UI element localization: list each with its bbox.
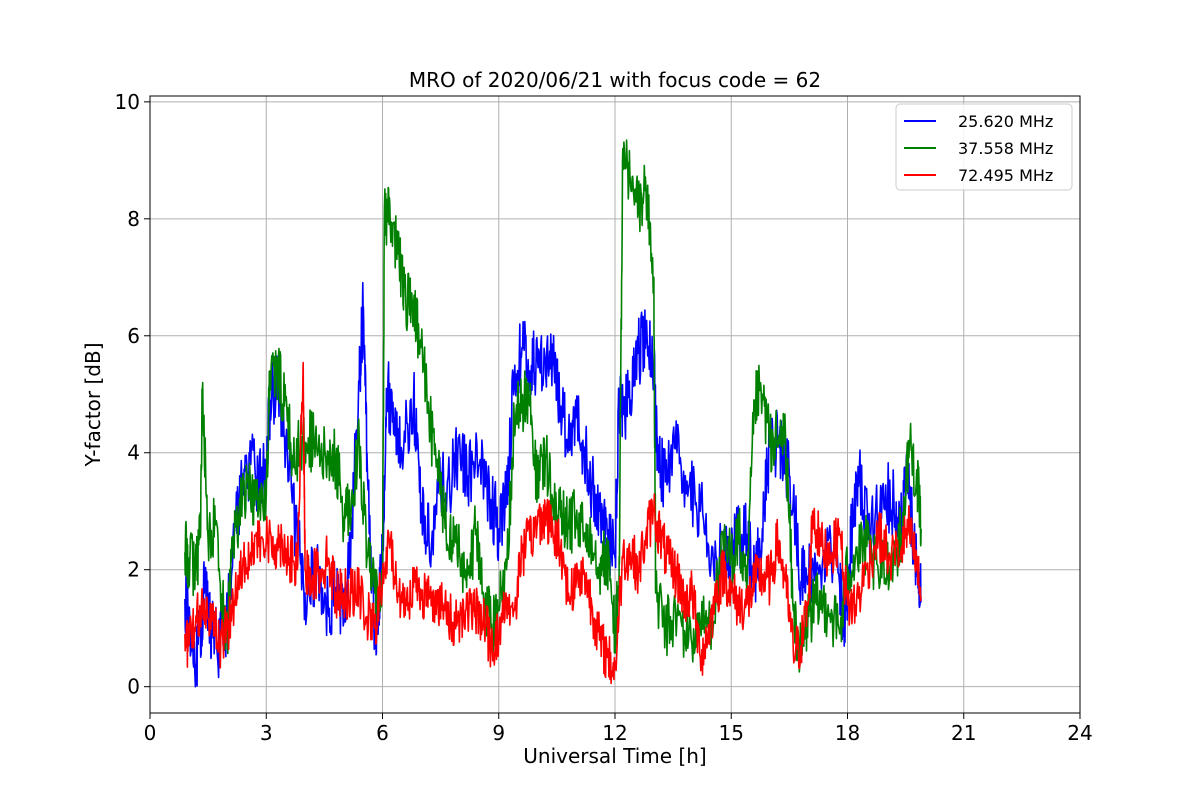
x-tick-label: 15 <box>719 721 744 745</box>
y-tick-label: 10 <box>115 90 140 114</box>
legend-entry: 72.495 MHz <box>958 166 1053 185</box>
x-tick-label: 24 <box>1067 721 1092 745</box>
y-tick-label: 8 <box>127 207 140 231</box>
x-tick-label: 21 <box>951 721 976 745</box>
y-tick-label: 0 <box>127 675 140 699</box>
series-line-2 <box>184 139 922 673</box>
legend-entry: 37.558 MHz <box>958 139 1053 158</box>
legend-box <box>895 103 1073 191</box>
y-tick-label: 6 <box>127 324 140 348</box>
chart-title: MRO of 2020/06/21 with focus code = 62 <box>409 68 821 92</box>
x-tick-label: 9 <box>492 721 505 745</box>
x-tick-label: 18 <box>835 721 860 745</box>
y-axis-label: Y-factor [dB] <box>81 342 105 467</box>
legend: 25.620 MHz 37.558 MHz 72.495 MHz <box>895 103 1073 191</box>
x-tick-label: 6 <box>376 721 389 745</box>
x-tick-label: 3 <box>260 721 273 745</box>
series-line-3 <box>184 361 922 685</box>
legend-entry: 25.620 MHz <box>958 112 1053 131</box>
x-tick-label: 12 <box>602 721 627 745</box>
x-tick-label: 0 <box>144 721 157 745</box>
series-line-1 <box>184 281 922 688</box>
y-tick-label: 2 <box>127 558 140 582</box>
x-axis-label: Universal Time [h] <box>523 744 706 768</box>
series-layer <box>184 139 922 688</box>
y-tick-label: 4 <box>127 441 140 465</box>
